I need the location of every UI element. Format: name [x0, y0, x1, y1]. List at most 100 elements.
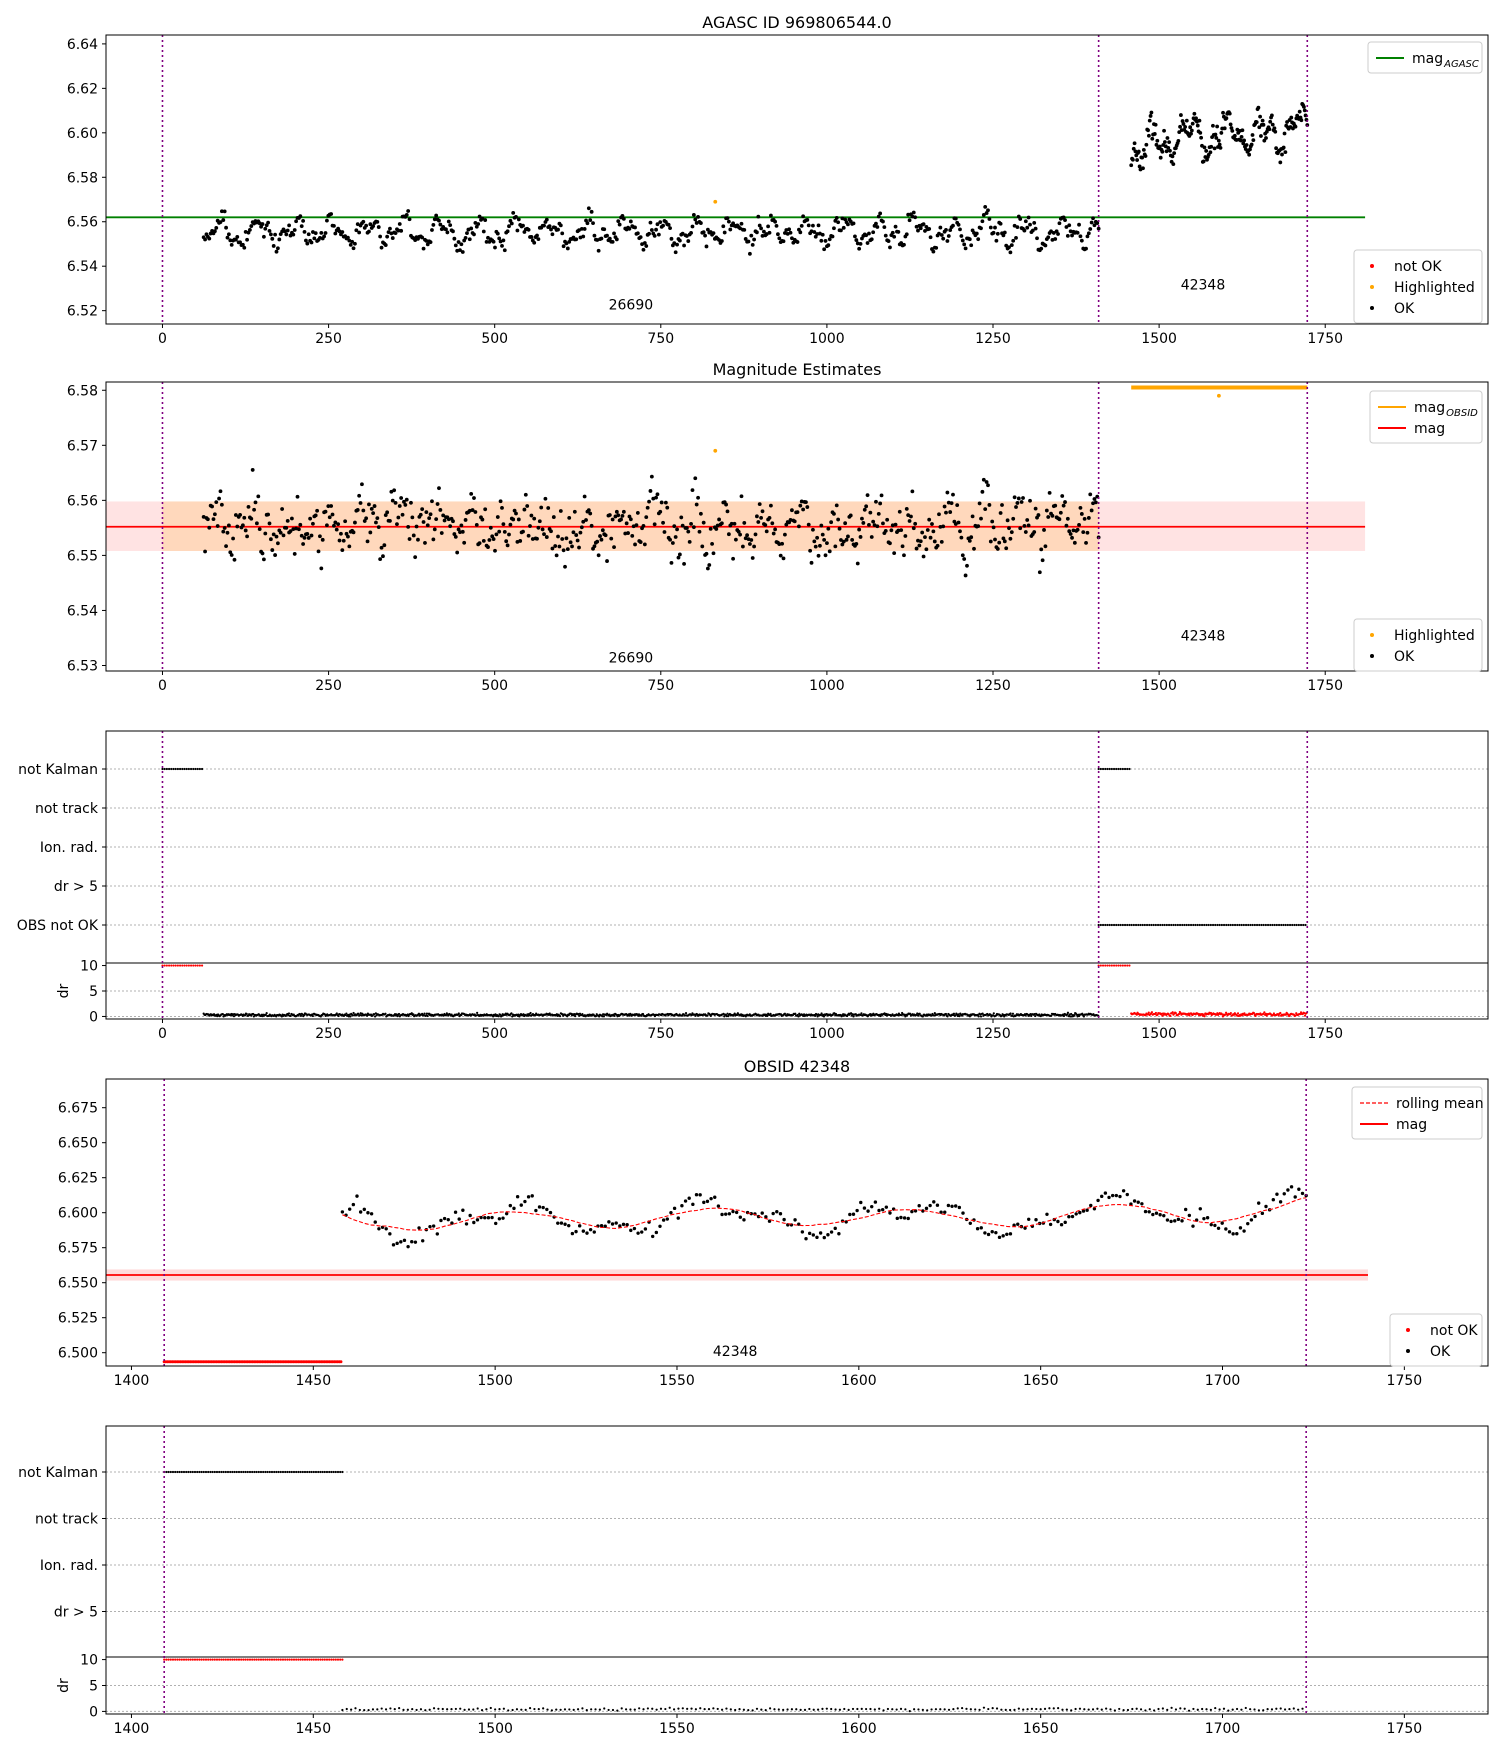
- data-point: [458, 530, 462, 535]
- dr-point: [1192, 1707, 1195, 1711]
- dr-capped-point: [257, 1658, 260, 1661]
- dr-point: [1083, 1708, 1086, 1711]
- data-point: [371, 224, 376, 229]
- dr-point: [450, 1708, 453, 1711]
- legend-marker: [1370, 306, 1374, 310]
- data-point: [819, 523, 824, 528]
- dr-point: [908, 1710, 911, 1713]
- data-point: [648, 220, 653, 225]
- data-point: [1249, 1218, 1254, 1222]
- data-point: [641, 247, 646, 252]
- data-point: [652, 522, 657, 527]
- data-point: [805, 217, 810, 222]
- dr-capped-point: [226, 1658, 230, 1661]
- flag-point: [189, 767, 193, 771]
- data-point: [1014, 505, 1018, 509]
- y-tick-label: 6.55: [67, 548, 98, 564]
- data-point: [945, 490, 950, 495]
- data-point: [1037, 570, 1042, 575]
- data-point: [410, 1239, 414, 1244]
- dr-point: [1222, 1707, 1226, 1710]
- dr-point: [1061, 1708, 1064, 1711]
- dr-point: [616, 1709, 619, 1712]
- data-point: [416, 537, 420, 542]
- data-point: [480, 517, 485, 522]
- data-point: [369, 1212, 374, 1216]
- data-point: [596, 248, 601, 253]
- dr-point: [1029, 1013, 1032, 1016]
- dr-point: [358, 1708, 361, 1712]
- data-point: [1015, 225, 1020, 229]
- data-point: [374, 520, 378, 525]
- data-point: [698, 1193, 702, 1197]
- flag-point: [1154, 923, 1157, 927]
- data-point: [585, 221, 590, 226]
- data-point: [1100, 1194, 1104, 1199]
- dr-point: [1105, 1707, 1108, 1710]
- dr-point: [598, 1708, 601, 1711]
- data-point: [526, 533, 531, 538]
- data-point: [888, 245, 892, 250]
- data-point: [385, 510, 390, 515]
- data-point: [595, 539, 600, 544]
- flag-point: [1262, 923, 1265, 927]
- data-point: [642, 542, 647, 547]
- data-point: [1253, 1214, 1257, 1219]
- data-point: [586, 508, 591, 513]
- data-point: [1078, 234, 1083, 239]
- data-point: [775, 1210, 779, 1214]
- data-point: [719, 239, 724, 243]
- dr-point: [357, 1012, 360, 1015]
- data-point: [292, 552, 297, 556]
- data-point: [427, 516, 432, 520]
- data-point: [245, 534, 249, 539]
- x-tick-label: 0: [158, 331, 167, 347]
- data-point: [709, 1196, 713, 1201]
- data-point: [346, 534, 350, 539]
- data-point: [858, 535, 863, 539]
- data-point: [969, 243, 974, 248]
- flag-point: [330, 1470, 333, 1474]
- data-point: [648, 489, 653, 493]
- data-point: [212, 512, 217, 517]
- data-point: [1086, 231, 1091, 236]
- data-point: [564, 241, 569, 246]
- data-point: [542, 223, 546, 228]
- data-point: [563, 564, 567, 569]
- data-point: [525, 504, 530, 508]
- data-point: [487, 538, 492, 542]
- dr-point: [706, 1014, 709, 1017]
- data-point: [865, 241, 870, 245]
- dr-capped-point: [314, 1658, 318, 1661]
- data-point: [1217, 142, 1222, 147]
- dr-capped-point: [312, 1658, 315, 1661]
- data-point: [877, 1208, 881, 1213]
- data-point: [719, 521, 724, 526]
- data-point: [962, 242, 967, 247]
- data-point: [353, 241, 357, 246]
- dr-point: [1050, 1014, 1053, 1017]
- data-point: [1187, 1213, 1192, 1218]
- flag-point: [255, 1470, 258, 1474]
- dr-point: [244, 1014, 247, 1017]
- data-point: [235, 235, 240, 239]
- data-point: [544, 535, 549, 539]
- data-point: [350, 239, 355, 244]
- data-point: [1168, 148, 1172, 153]
- data-point: [677, 238, 682, 243]
- data-point: [983, 1231, 987, 1235]
- data-point: [632, 1226, 637, 1231]
- data-point: [799, 499, 804, 504]
- data-point: [939, 1210, 943, 1214]
- dr-point: [851, 1707, 855, 1711]
- data-point: [463, 235, 468, 240]
- dr-point: [684, 1011, 688, 1015]
- data-point: [750, 556, 755, 560]
- dr-capped-point: [1126, 964, 1129, 967]
- data-point: [1235, 1232, 1239, 1236]
- flag-point: [1108, 923, 1111, 927]
- flag-point: [1198, 923, 1201, 927]
- dr-point: [426, 1014, 429, 1018]
- data-point: [560, 231, 565, 236]
- data-point: [226, 232, 231, 237]
